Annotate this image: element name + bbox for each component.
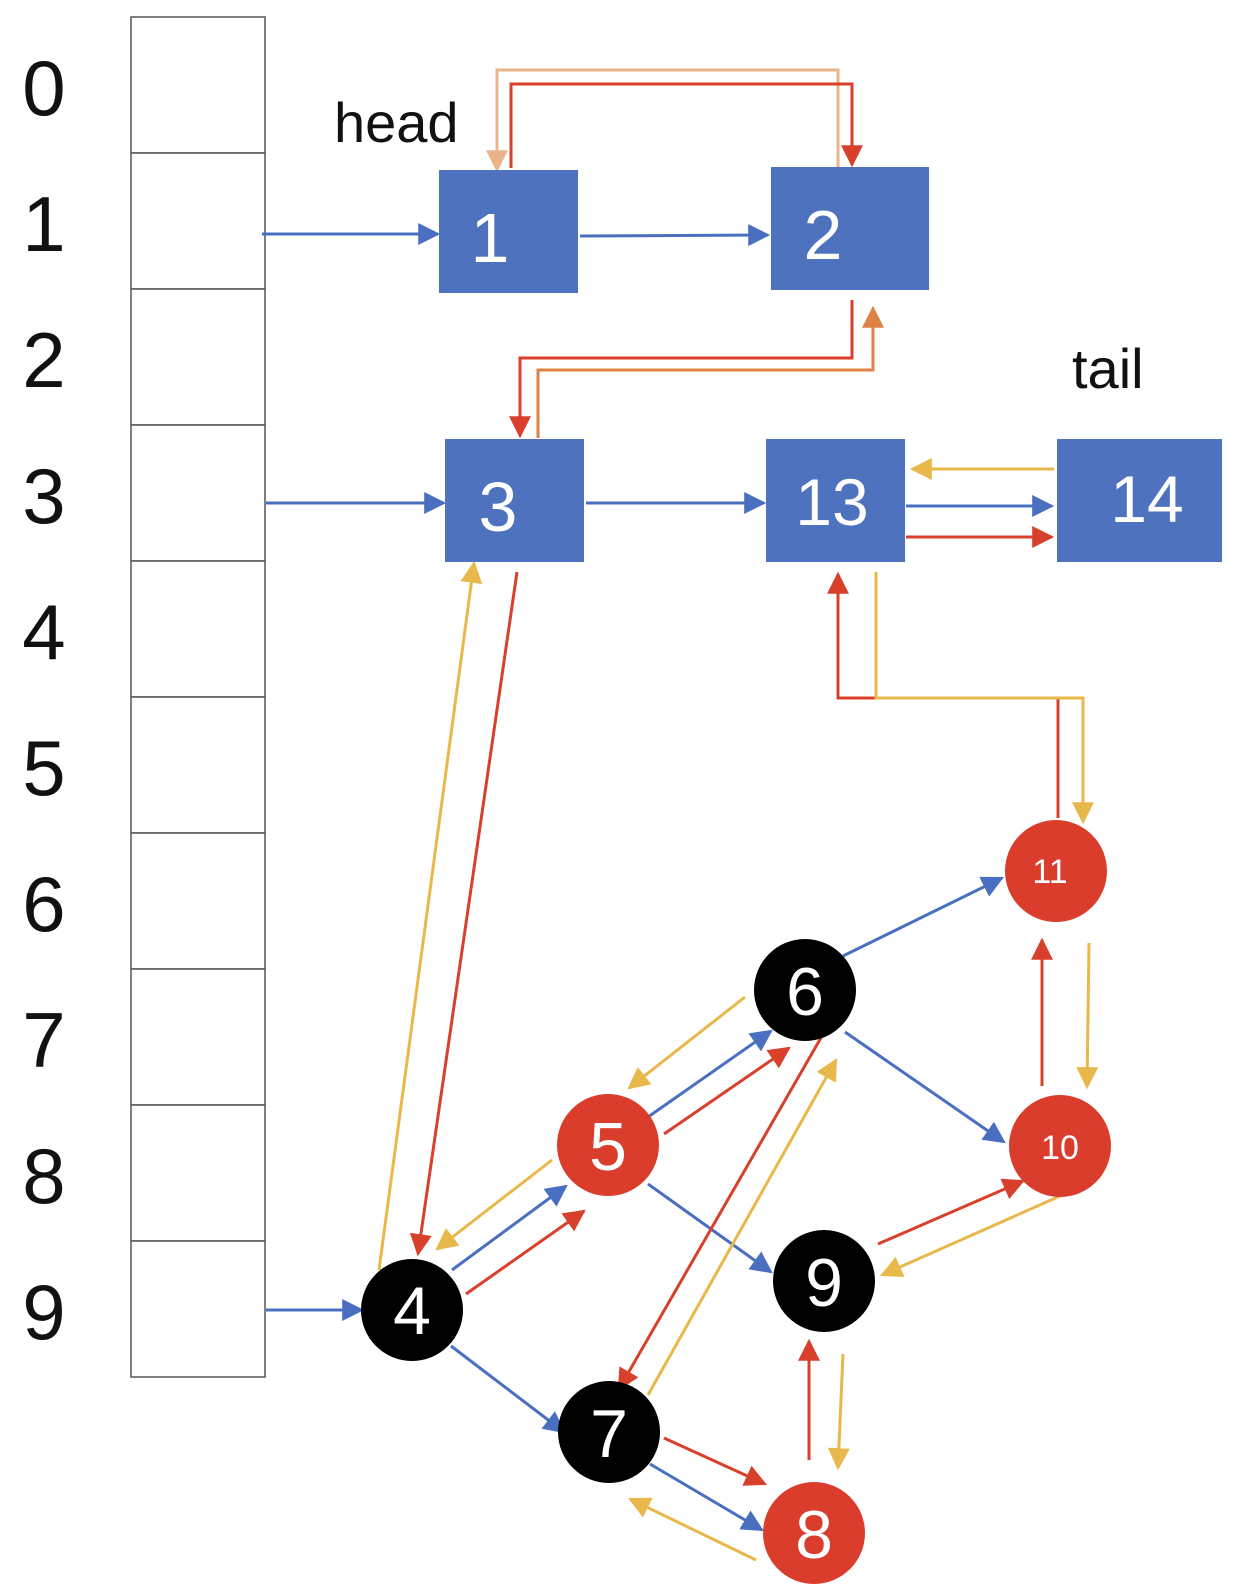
before-arrow-8-to-7 — [628, 1497, 757, 1562]
tree-node-7: 7 — [558, 1381, 660, 1483]
bucket-index: 7 — [22, 996, 65, 1084]
tree-node-10: 10 — [1009, 1095, 1111, 1197]
tree-node-label: 9 — [805, 1245, 843, 1321]
list-node-2: 2 — [771, 167, 929, 290]
before-arrow-9-to-8 — [827, 1353, 850, 1471]
arrows — [262, 68, 1099, 1562]
bucket-cell-3 — [130, 424, 266, 562]
bucket-cell-6 — [130, 832, 266, 970]
before-arrow-7-to-6 — [646, 1058, 838, 1396]
tree-node-11: 11 — [1005, 820, 1107, 922]
tree-node-9: 9 — [773, 1230, 875, 1332]
tree-arrow-6-to-10 — [844, 1030, 1006, 1144]
after-arrow-3-to-4 — [409, 571, 519, 1257]
before-arrow-3-to-2 — [536, 305, 884, 438]
after-arrow-4-to-5 — [465, 1209, 586, 1296]
bucket-index: 2 — [22, 316, 65, 404]
list-node-label: 13 — [795, 465, 868, 539]
list-node-3: 3 — [445, 439, 584, 562]
tree-node-label: 10 — [1041, 1129, 1079, 1167]
before-arrow-13-to-11 — [874, 572, 1094, 825]
after-arrow-9-to-10 — [877, 1178, 1026, 1246]
tree-node-label: 11 — [1032, 853, 1067, 891]
bucket-cell-0 — [130, 16, 266, 154]
bucket-cell-4 — [130, 560, 266, 698]
bucket-index: 8 — [22, 1132, 65, 1220]
before-arrow-6-to-5 — [627, 995, 746, 1090]
after-arrow-2-to-3 — [509, 300, 854, 439]
list-node-label: 14 — [1110, 462, 1183, 536]
bucket-index: 9 — [22, 1268, 65, 1356]
tree-node-4: 4 — [361, 1259, 463, 1361]
tail-label: tail — [1072, 337, 1144, 400]
next-arrow-1-to-2 — [579, 224, 771, 247]
tree-arrow-4-to-5 — [451, 1184, 568, 1272]
list-node-1: 1 — [439, 170, 578, 293]
tree-nodes: 4 5 6 7 8 9 10 11 — [361, 820, 1111, 1584]
bucket-index: 0 — [22, 44, 65, 132]
list-node-label: 3 — [479, 468, 518, 546]
tree-arrow-5-to-6 — [647, 1029, 773, 1119]
before-arrow-11-to-10 — [1076, 942, 1099, 1090]
list-node-14: 14 — [1057, 439, 1222, 562]
after-arrow-6-to-7 — [617, 1035, 824, 1391]
tree-node-8: 8 — [763, 1482, 865, 1584]
bucket-cell-9 — [130, 1240, 266, 1378]
after-arrow-5-to-6 — [663, 1046, 791, 1136]
before-arrow-2-to-1 — [486, 68, 840, 173]
tree-node-label: 6 — [786, 954, 824, 1030]
list-nodes: 1 2 3 13 14 — [439, 167, 1222, 562]
tree-arrow-4-to-7 — [450, 1344, 566, 1434]
bucket-index: 5 — [22, 724, 65, 812]
tree-node-label: 7 — [590, 1396, 628, 1472]
tree-node-label: 8 — [795, 1497, 833, 1573]
tree-arrow-6-to-11 — [842, 876, 1004, 958]
after-arrow-11-to-13 — [827, 571, 1060, 818]
list-node-13: 13 — [766, 439, 905, 562]
before-arrow-10-to-9 — [879, 1194, 1061, 1278]
bucket-cell-2 — [130, 288, 266, 426]
bucket-index: 3 — [22, 452, 65, 540]
head-label: head — [334, 91, 459, 154]
bucket-index: 6 — [22, 860, 65, 948]
list-node-label: 1 — [471, 199, 510, 277]
tree-arrow-5-to-9 — [647, 1182, 773, 1274]
before-arrow-4-to-3 — [377, 560, 483, 1271]
tree-node-label: 5 — [589, 1109, 627, 1185]
tree-node-5: 5 — [557, 1094, 659, 1196]
after-arrow-7-to-8 — [663, 1436, 768, 1486]
bucket-index: 1 — [22, 180, 65, 268]
bucket-index-labels: 0 1 2 3 4 5 6 7 8 9 — [22, 44, 65, 1356]
bucket-index: 4 — [22, 588, 65, 676]
before-arrow-5-to-4 — [435, 1158, 553, 1251]
tree-node-label: 4 — [393, 1273, 431, 1349]
after-arrow-1-to-2 — [509, 82, 863, 168]
bucket-cell-1 — [130, 152, 266, 290]
bucket-cell-8 — [130, 1104, 266, 1242]
bucket-array — [130, 16, 266, 1378]
tree-node-6: 6 — [754, 939, 856, 1041]
list-node-label: 2 — [804, 196, 843, 274]
bucket-cell-7 — [130, 968, 266, 1106]
bucket-cell-5 — [130, 696, 266, 834]
tree-arrow-7-to-8 — [649, 1462, 764, 1532]
